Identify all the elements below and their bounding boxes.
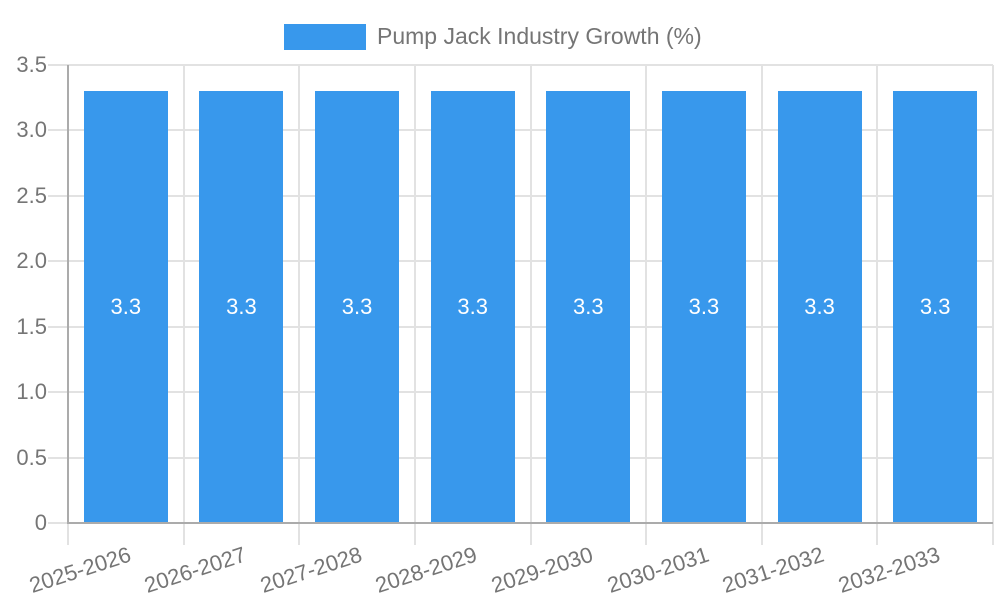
- v-gridline: [413, 65, 416, 545]
- h-gridline: [48, 325, 993, 328]
- h-gridline: [48, 260, 993, 263]
- legend-swatch: [284, 23, 366, 50]
- bar-value-label: 3.3: [226, 294, 257, 320]
- bar[interactable]: [430, 91, 515, 522]
- bar-value-label: 3.3: [688, 294, 720, 320]
- bar[interactable]: [199, 91, 284, 522]
- bar-value-label: 3.3: [573, 294, 604, 320]
- x-tick-label: 2029-2030: [488, 541, 597, 598]
- v-gridline: [992, 65, 994, 545]
- x-tick-label: 2030-2031: [603, 541, 712, 598]
- bar-value-label: 3.3: [919, 294, 951, 320]
- legend-label: Pump Jack Industry Growth (%): [377, 23, 702, 49]
- x-tick-label: 2031-2032: [719, 541, 828, 598]
- x-tick-label: 2028-2029: [372, 541, 481, 598]
- bar-value-label: 3.3: [110, 294, 142, 320]
- y-tick-label: 1.5: [16, 313, 47, 339]
- h-gridline: [48, 129, 993, 132]
- y-tick-label: 3.0: [16, 117, 47, 143]
- x-axis-line: [67, 522, 993, 524]
- bar[interactable]: [83, 91, 168, 522]
- h-gridline: [48, 64, 993, 66]
- v-gridline: [67, 523, 69, 545]
- bar[interactable]: [661, 91, 746, 522]
- bar[interactable]: [315, 91, 400, 522]
- h-gridline: [48, 456, 993, 459]
- bar[interactable]: [546, 91, 631, 522]
- bar-value-label: 3.3: [457, 294, 488, 320]
- y-tick-label: 3.5: [16, 52, 47, 77]
- v-gridline: [645, 65, 648, 545]
- v-gridline: [529, 65, 532, 545]
- bar-value-label: 3.3: [804, 294, 835, 320]
- y-tick-label: 1.0: [16, 379, 47, 405]
- y-axis-line: [67, 65, 69, 523]
- y-tick-label: 2.5: [16, 182, 47, 208]
- x-tick-label: 2026-2027: [141, 541, 250, 598]
- h-gridline: [48, 194, 993, 197]
- v-gridline: [182, 65, 185, 545]
- bar-value-label: 3.3: [341, 294, 373, 320]
- y-tick-label: 0.5: [16, 444, 47, 470]
- v-gridline: [760, 65, 763, 545]
- y-tick-label: 0: [34, 510, 47, 535]
- v-gridline: [876, 65, 879, 545]
- x-tick-label: 2027-2028: [256, 541, 365, 598]
- x-tick-label: 2032-2033: [835, 541, 943, 598]
- bar[interactable]: [893, 91, 978, 522]
- legend-item[interactable]: Pump Jack Industry Growth (%): [284, 23, 702, 50]
- bar[interactable]: [777, 91, 862, 522]
- v-gridline: [298, 65, 301, 545]
- y-tick-label: 2.0: [16, 248, 47, 274]
- h-gridline: [48, 391, 993, 394]
- x-tick-label: 2025-2026: [25, 541, 134, 598]
